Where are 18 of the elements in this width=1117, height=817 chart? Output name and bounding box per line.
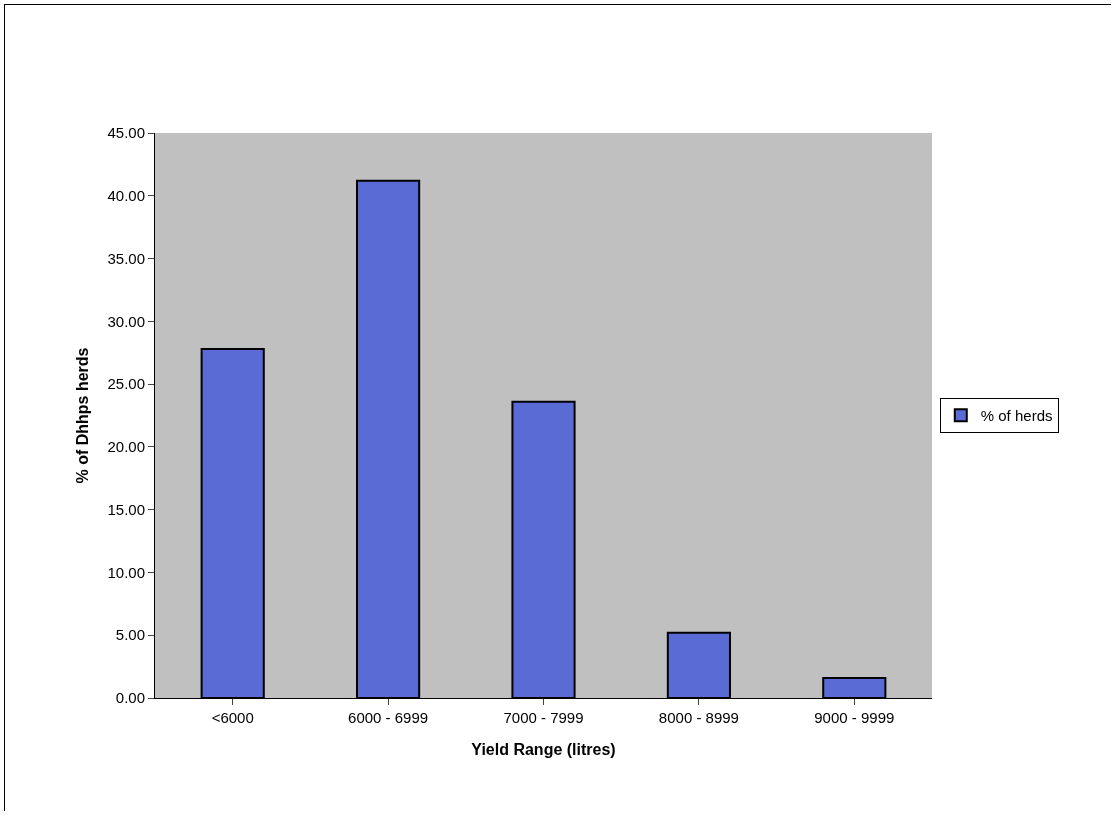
y-axis-title: % of Dhhps herds [74,347,92,484]
y-tick-label: 10.00 [107,563,145,581]
x-tick-label: 6000 - 6999 [348,709,429,726]
x-tick-label: <6000 [211,709,254,726]
y-tick-label: 30.00 [107,312,145,330]
x-tick-label: 8000 - 8999 [658,709,739,726]
y-tick-label: 45.00 [107,124,145,142]
x-axis-title: Yield Range (litres) [471,740,616,758]
x-tick-label: 7000 - 7999 [503,709,584,726]
y-tick-label: 0.00 [115,689,145,707]
y-tick-label: 35.00 [107,249,145,267]
y-tick-label: 15.00 [107,500,145,518]
y-tick-label: 5.00 [115,626,145,644]
x-tick-label: 9000 - 9999 [814,709,895,726]
legend-label: % of herds [980,407,1053,425]
y-tick-label: 20.00 [107,438,145,456]
y-tick-label: 40.00 [107,187,145,205]
y-tick-label: 25.00 [107,375,145,393]
